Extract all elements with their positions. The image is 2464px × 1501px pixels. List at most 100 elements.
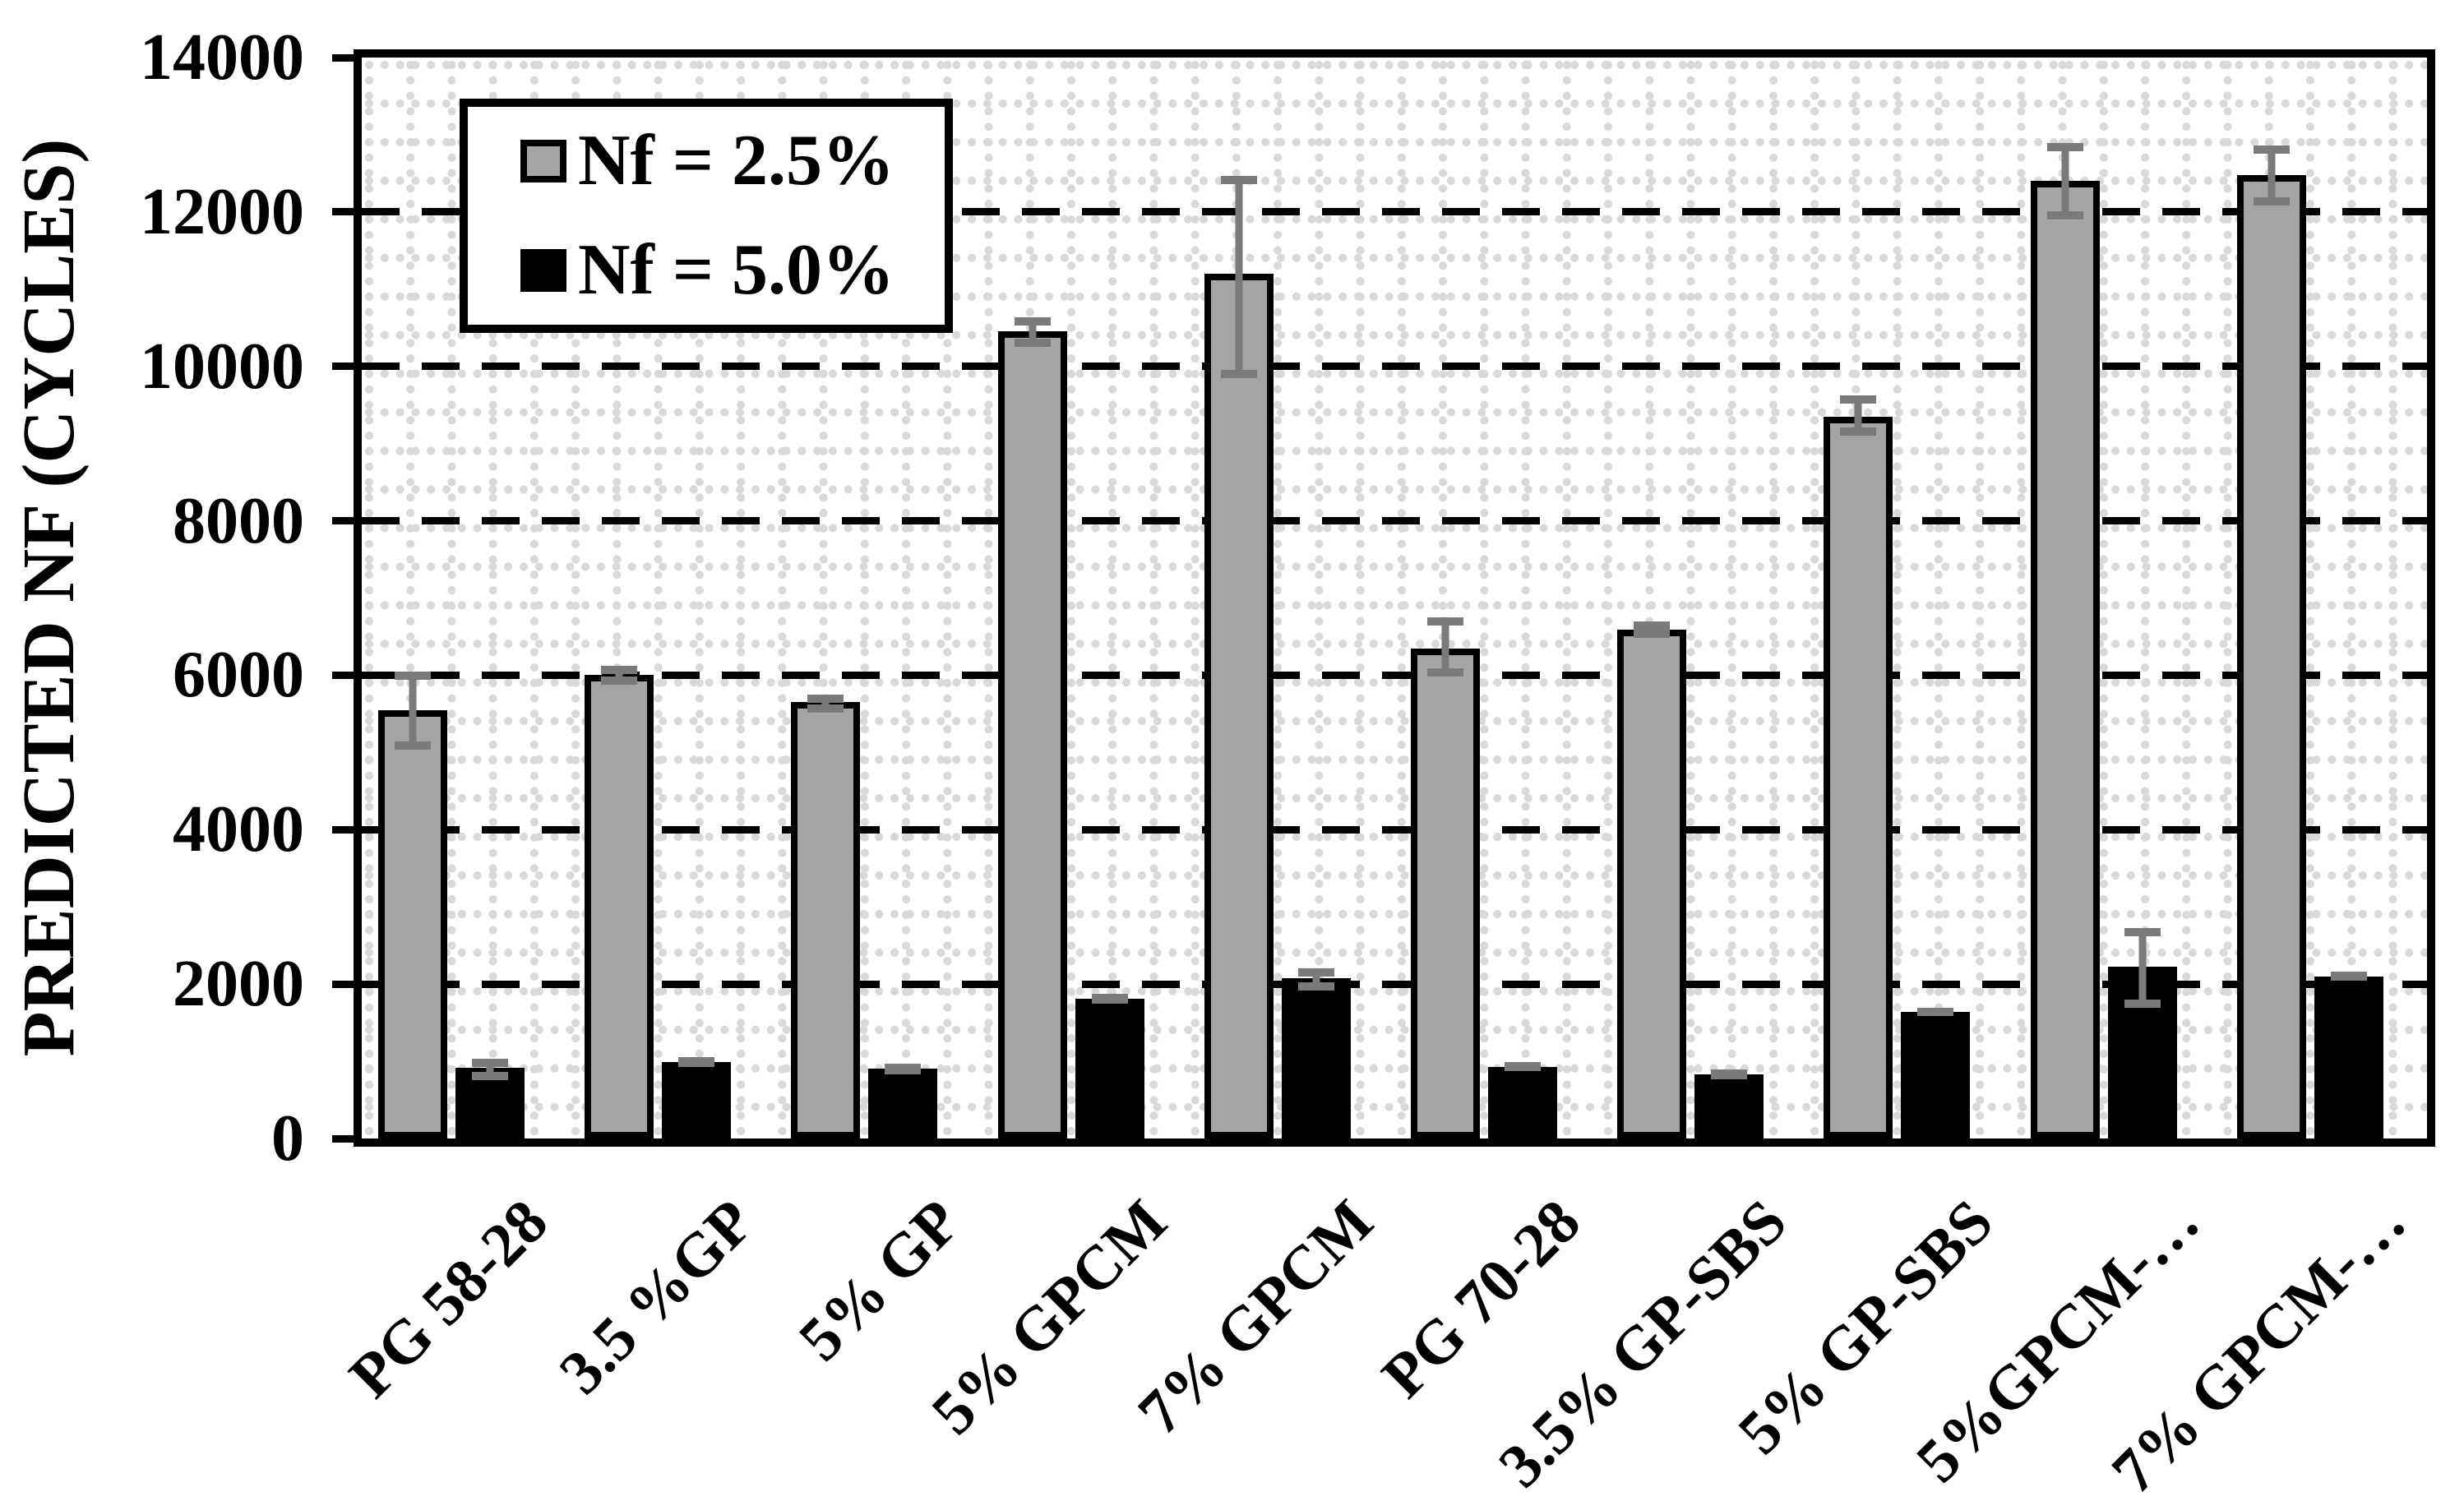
error-bar-line: [409, 671, 417, 750]
error-bar-line: [615, 666, 623, 685]
bar-nf2_5-5: [1204, 274, 1274, 1138]
error-bar: [2314, 972, 2383, 981]
error-bar: [1075, 994, 1144, 1004]
legend-label: Nf = 5.0%: [578, 229, 895, 310]
x-category-label-1: PG 58-28: [335, 1186, 561, 1411]
x-category-label-3: 5% GP: [785, 1186, 973, 1374]
error-bar-cap-bottom: [601, 676, 638, 685]
error-bar: [1824, 395, 1893, 436]
error-bar-cap-bottom: [2253, 197, 2290, 206]
error-bar-line: [486, 1059, 494, 1080]
error-bar: [998, 316, 1067, 348]
major-gridline-12000: [362, 208, 2427, 216]
y-axis-tick: [332, 671, 355, 679]
bar-nf2_5-8: [1824, 416, 1893, 1138]
x-category-label-6: PG 70-28: [1368, 1186, 1593, 1411]
bar-nf2_5-1: [378, 709, 447, 1138]
y-axis-tick: [332, 363, 355, 371]
error-bar-cap-bottom: [1917, 1007, 1954, 1016]
error-bar-cap-bottom: [1711, 1070, 1748, 1079]
y-tick-label: 14000: [140, 21, 304, 94]
major-gridline-4000: [362, 825, 2427, 834]
y-tick-label: 4000: [173, 793, 304, 866]
error-bar: [791, 694, 860, 714]
error-bar-line: [2268, 145, 2276, 206]
y-axis-tick: [332, 517, 355, 525]
y-axis-tick: [332, 1134, 355, 1143]
error-bar-cap-top: [601, 666, 638, 675]
error-bar-cap-bottom: [1014, 339, 1051, 348]
error-bar-cap-top: [1427, 617, 1463, 626]
major-gridline-8000: [362, 517, 2427, 525]
error-bar-cap-bottom: [885, 1064, 922, 1073]
legend-item-nf50: Nf = 5.0%: [520, 229, 945, 310]
error-bar-cap-top: [472, 1059, 508, 1068]
error-bar-cap-bottom: [807, 704, 844, 714]
legend-swatch-black-icon: [520, 248, 566, 292]
error-bar-cap-bottom: [1634, 630, 1671, 639]
y-tick-label: 8000: [173, 484, 304, 557]
error-bar-line: [821, 694, 830, 714]
bar-nf5_0-10: [2314, 976, 2383, 1138]
error-bar-cap-bottom: [1091, 995, 1128, 1004]
error-bar: [1694, 1069, 1764, 1079]
error-bar-cap-top: [1014, 316, 1051, 326]
y-tick-label: 12000: [140, 175, 304, 248]
error-bar-cap-top: [1220, 175, 1257, 184]
bar-nf5_0-7: [1694, 1074, 1764, 1138]
error-bar-cap-bottom: [1427, 668, 1463, 677]
error-bar: [868, 1064, 937, 1074]
error-bar: [378, 671, 447, 750]
bar-nf5_0-5: [1281, 977, 1351, 1138]
error-bar: [2108, 927, 2177, 1009]
bar-nf5_0-6: [1488, 1066, 1557, 1138]
y-axis-tick: [332, 980, 355, 988]
bar-nf2_5-2: [585, 675, 654, 1138]
error-bar-line: [2138, 927, 2147, 1009]
y-tick-label: 6000: [173, 639, 304, 712]
error-bar-line: [1312, 968, 1320, 991]
error-bar: [585, 666, 654, 685]
legend: Nf = 2.5% Nf = 5.0%: [460, 99, 953, 333]
y-tick-label: 0: [271, 1102, 304, 1175]
major-gridline-2000: [362, 980, 2427, 988]
major-gridline-10000: [362, 363, 2427, 371]
error-bar-line: [2061, 143, 2069, 220]
error-bar-cap-top: [2253, 145, 2290, 155]
major-gridline-6000: [362, 671, 2427, 679]
legend-swatch-gray-icon: [520, 140, 566, 183]
y-axis-tick: [332, 53, 355, 62]
error-bar: [662, 1056, 731, 1068]
error-bar: [1901, 1007, 1970, 1017]
bar-nf2_5-3: [791, 702, 861, 1138]
bar-nf2_5-10: [2236, 174, 2306, 1138]
error-bar-line: [1029, 316, 1037, 348]
bar-nf2_5-9: [2030, 181, 2100, 1138]
error-bar-cap-top: [1840, 395, 1877, 404]
error-bar-line: [1854, 395, 1862, 436]
bar-nf5_0-2: [662, 1062, 732, 1138]
error-bar-line: [1235, 175, 1243, 378]
x-category-label-2: 3.5 %GP: [546, 1186, 767, 1407]
error-bar-cap-bottom: [2330, 972, 2367, 981]
error-bar-cap-top: [395, 671, 431, 680]
error-bar-cap-top: [2046, 143, 2083, 152]
error-bar-cap-bottom: [1220, 369, 1257, 378]
error-bar-cap-bottom: [1297, 981, 1334, 991]
error-bar: [455, 1059, 525, 1080]
error-bar-line: [1648, 621, 1656, 639]
error-bar-cap-bottom: [1505, 1062, 1541, 1071]
bar-nf5_0-8: [1901, 1011, 1971, 1138]
y-axis-tick: [332, 825, 355, 834]
error-bar-cap-top: [807, 694, 844, 703]
error-bar-cap-bottom: [678, 1056, 715, 1065]
bar-nf2_5-6: [1411, 648, 1480, 1138]
error-bar-cap-top: [1297, 968, 1334, 977]
legend-item-nf25: Nf = 2.5%: [520, 123, 945, 199]
error-bar: [1617, 621, 1686, 639]
error-bar-cap-bottom: [472, 1071, 508, 1080]
legend-label: Nf = 2.5%: [578, 121, 895, 201]
error-bar-cap-bottom: [2124, 1000, 2161, 1009]
error-bar-cap-bottom: [2046, 211, 2083, 220]
